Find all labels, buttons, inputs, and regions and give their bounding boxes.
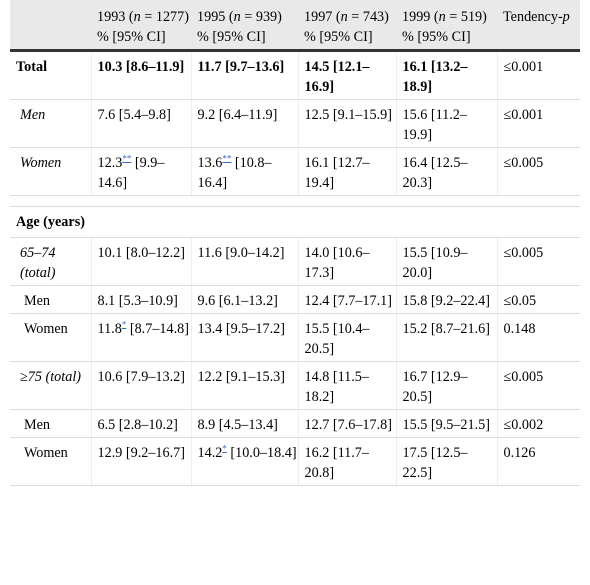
table-cell: 16.2 [11.7–20.8] xyxy=(298,437,397,486)
table-cell: 14.5 [12.1–16.9] xyxy=(298,50,397,100)
p-value-cell: ≤0.05 xyxy=(497,285,580,314)
table-cell: 10.1 [8.0–12.2] xyxy=(91,237,192,286)
row-label: Men xyxy=(10,99,92,148)
table-cell: 12.4 [7.7–17.1] xyxy=(298,285,397,314)
header-unit: % [95% CI] xyxy=(91,27,191,52)
row-label: Men xyxy=(10,409,92,438)
p-value-cell: ≤0.005 xyxy=(497,361,580,410)
table-row: Women 12.9 [9.2–16.7] 14.2* [10.0–18.4] 16.… xyxy=(10,437,580,486)
header-year: 1997 (n = 743) xyxy=(298,0,396,27)
table-cell: 15.8 [9.2–22.4] xyxy=(396,285,498,314)
header-blank xyxy=(10,0,91,27)
table-cell: 12.9 [9.2–16.7] xyxy=(91,437,192,486)
row-label: Women xyxy=(10,313,92,362)
footnote-marker[interactable]: * xyxy=(121,319,127,330)
table-cell: 16.1 [12.7–19.4] xyxy=(298,147,397,196)
footnote-marker[interactable]: ** xyxy=(222,153,232,164)
p-value-cell: ≤0.005 xyxy=(497,237,580,286)
p-value-cell: ≤0.002 xyxy=(497,409,580,438)
table-cell: 17.5 [12.5–22.5] xyxy=(396,437,498,486)
row-label: 65–74 (total) xyxy=(10,237,92,286)
section-title: Age (years) xyxy=(10,206,580,238)
p-value-cell: 0.126 xyxy=(497,437,580,486)
table-cell: 12.2 [9.1–15.3] xyxy=(191,361,299,410)
p-value-cell: ≤0.005 xyxy=(497,147,580,196)
section-header-row: Age (years) xyxy=(10,206,580,238)
table-cell: 14.0 [10.6–17.3] xyxy=(298,237,397,286)
table-cell: 6.5 [2.8–10.2] xyxy=(91,409,192,438)
table-row: Total 10.3 [8.6–11.9] 11.7 [9.7–13.6] 14.5 … xyxy=(10,50,580,100)
p-value-cell: ≤0.001 xyxy=(497,99,580,148)
table-cell: 15.5 [10.9–20.0] xyxy=(396,237,498,286)
table-cell: 10.3 [8.6–11.9] xyxy=(91,50,192,100)
table-cell: 16.4 [12.5–20.3] xyxy=(396,147,498,196)
row-label: ≥75 (total) xyxy=(10,361,92,410)
table-cell: 16.7 [12.9–20.5] xyxy=(396,361,498,410)
header-unit: % [95% CI] xyxy=(191,27,298,52)
table-cell: 12.3** [9.9–14.6] xyxy=(91,147,192,196)
table-cell: 7.6 [5.4–9.8] xyxy=(91,99,192,148)
table-cell: 16.1 [13.2–18.9] xyxy=(396,50,498,100)
table-row: ≥75 (total) 10.6 [7.9–13.2] 12.2 [9.1–15.3… xyxy=(10,361,580,410)
table-cell: 11.8* [8.7–14.8] xyxy=(91,313,192,362)
table-row: 65–74 (total) 10.1 [8.0–12.2] 11.6 [9.0–14… xyxy=(10,237,580,286)
row-label: Total xyxy=(10,50,92,100)
p-value-cell: ≤0.001 xyxy=(497,50,580,100)
table-cell: 11.6 [9.0–14.2] xyxy=(191,237,299,286)
table-cell: 13.4 [9.5–17.2] xyxy=(191,313,299,362)
table-cell: 15.6 [11.2–19.9] xyxy=(396,99,498,148)
header-unit: % [95% CI] xyxy=(396,27,497,52)
table-cell: 15.5 [10.4–20.5] xyxy=(298,313,397,362)
row-label: Women xyxy=(10,147,92,196)
row-label: Men xyxy=(10,285,92,314)
p-value-cell: 0.148 xyxy=(497,313,580,362)
table-row: Men 8.1 [5.3–10.9] 9.6 [6.1–13.2] 12.4 [7.7… xyxy=(10,285,580,314)
table-cell: 13.6** [10.8–16.4] xyxy=(191,147,299,196)
header-unit: % [95% CI] xyxy=(298,27,396,52)
footnote-marker[interactable]: * xyxy=(222,443,227,454)
table-row: Women 12.3** [9.9–14.6] 13.6** [10.8–16.4]… xyxy=(10,147,580,196)
table-cell: 9.6 [6.1–13.2] xyxy=(191,285,299,314)
table-cell: 8.1 [5.3–10.9] xyxy=(91,285,192,314)
table-cell: 12.5 [9.1–15.9] xyxy=(298,99,397,148)
header-tendency: Tendency-p xyxy=(497,0,580,27)
table-row: Men 7.6 [5.4–9.8] 9.2 [6.4–11.9] 12.5 [9.1–… xyxy=(10,99,580,148)
table-cell: 9.2 [6.4–11.9] xyxy=(191,99,299,148)
table-cell: 11.7 [9.7–13.6] xyxy=(191,50,299,100)
table-cell: 10.6 [7.9–13.2] xyxy=(91,361,192,410)
table-cell: 12.7 [7.6–17.8] xyxy=(298,409,397,438)
spacer-row xyxy=(10,195,580,207)
table-cell: 15.5 [9.5–21.5] xyxy=(396,409,498,438)
table-cell: 14.2* [10.0–18.4] xyxy=(191,437,299,486)
prevalence-table: 1993 (n = 1277) 1995 (n = 939) 1997 (n = 7… xyxy=(10,0,580,486)
header-year: 1995 (n = 939) xyxy=(191,0,298,27)
header-year: 1999 (n = 519) xyxy=(396,0,497,27)
row-label: Women xyxy=(10,437,92,486)
table-cell: 14.8 [11.5–18.2] xyxy=(298,361,397,410)
footnote-marker[interactable]: ** xyxy=(122,153,132,164)
table-row: Women 11.8* [8.7–14.8] 13.4 [9.5–17.2] 15.5… xyxy=(10,313,580,362)
header-row: 1993 (n = 1277) 1995 (n = 939) 1997 (n = 7… xyxy=(10,0,580,27)
table-row: Men 6.5 [2.8–10.2] 8.9 [4.5–13.4] 12.7 [7.6… xyxy=(10,409,580,438)
header-year: 1993 (n = 1277) xyxy=(91,0,191,27)
header-unit-row: % [95% CI]% [95% CI]% [95% CI]% [95% CI] xyxy=(10,27,580,52)
table-cell: 15.2 [8.7–21.6] xyxy=(396,313,498,362)
table-cell: 8.9 [4.5–13.4] xyxy=(191,409,299,438)
